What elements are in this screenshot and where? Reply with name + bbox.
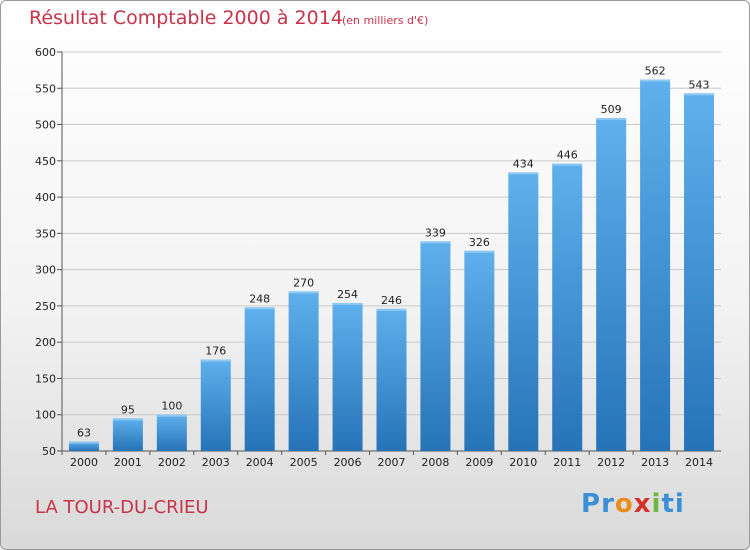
- logo-letter: i: [651, 489, 662, 519]
- value-label-2004: 248: [249, 292, 270, 305]
- bars: [68, 79, 715, 452]
- y-tick-label: 200: [35, 336, 56, 349]
- logo-letter: i: [674, 489, 685, 519]
- axes: 50 100 150 200 250 300 350 400 450 500 550 600 2000 2…: [35, 46, 721, 469]
- bar-2013: [640, 79, 671, 452]
- x-tick-label-2013: 2013: [641, 456, 669, 469]
- proxiti-logo: Proxiti: [581, 489, 685, 519]
- bar-2002: [156, 414, 187, 451]
- x-tick-label-2007: 2007: [378, 456, 406, 469]
- bar-2012: [596, 118, 627, 452]
- value-label-2003: 176: [205, 345, 226, 358]
- bar-2003: [200, 359, 231, 451]
- value-label-2012: 509: [601, 103, 622, 116]
- bar-highlight: [376, 308, 407, 311]
- y-tick-label: 450: [35, 155, 56, 168]
- y-tick-label: 250: [35, 300, 56, 313]
- bar-2001: [112, 418, 143, 451]
- value-label-2009: 326: [469, 236, 490, 249]
- value-label-2000: 63: [77, 427, 91, 440]
- labels: 63 95 100 176 248 270 254 246 339 326 434 446 509 562…: [77, 65, 710, 440]
- x-tick-label-2005: 2005: [290, 456, 318, 469]
- y-tick-label: 150: [35, 372, 56, 385]
- bar-2014: [684, 93, 715, 452]
- bar-highlight: [244, 307, 275, 310]
- x-tick-label-2000: 2000: [70, 456, 98, 469]
- x-tick-label-2003: 2003: [202, 456, 230, 469]
- y-tick-label: 400: [35, 191, 56, 204]
- bar-highlight: [156, 414, 187, 417]
- bar-highlight: [332, 303, 363, 306]
- chart-title: Résultat Comptable 2000 à 2014: [29, 7, 343, 29]
- value-label-2011: 446: [557, 149, 578, 162]
- bar-2007: [376, 308, 407, 451]
- bar-highlight: [508, 172, 539, 175]
- logo-letter: r: [601, 489, 615, 519]
- bar-2011: [552, 163, 583, 451]
- bar-highlight: [112, 418, 143, 421]
- bar-2004: [244, 307, 275, 451]
- bar-highlight: [596, 118, 627, 121]
- logo-letter: o: [614, 489, 634, 519]
- value-label-2005: 270: [293, 276, 314, 289]
- bar-highlight: [640, 79, 671, 82]
- x-tick-label-2001: 2001: [114, 456, 142, 469]
- value-label-2008: 339: [425, 226, 446, 239]
- x-tick-label-2011: 2011: [553, 456, 581, 469]
- logo-letter: x: [633, 489, 652, 519]
- x-tick-label-2006: 2006: [334, 456, 362, 469]
- bar-2010: [508, 172, 539, 451]
- value-label-2010: 434: [513, 157, 534, 170]
- bar-highlight: [68, 441, 99, 444]
- commune-name: LA TOUR-DU-CRIEU: [35, 497, 209, 518]
- value-label-2013: 562: [645, 65, 666, 78]
- x-tick-label-2002: 2002: [158, 456, 186, 469]
- bar-2005: [288, 291, 319, 451]
- x-tick-label-2010: 2010: [509, 456, 537, 469]
- value-label-2006: 254: [337, 288, 358, 301]
- value-label-2002: 100: [161, 400, 182, 413]
- bar-2008: [420, 241, 451, 451]
- logo-letter: P: [581, 489, 602, 519]
- y-tick-label: 550: [35, 82, 56, 95]
- value-label-2001: 95: [121, 403, 135, 416]
- y-tick-label: 300: [35, 264, 56, 277]
- y-tick-label: 50: [42, 445, 56, 458]
- y-tick-label: 600: [35, 46, 56, 59]
- value-label-2007: 246: [381, 294, 402, 307]
- y-tick-label: 500: [35, 119, 56, 132]
- logo-letter: t: [661, 489, 675, 519]
- value-label-2014: 543: [689, 78, 710, 91]
- bar-highlight: [288, 291, 319, 294]
- bar-2006: [332, 303, 363, 451]
- bar-2000: [68, 441, 99, 451]
- bar-highlight: [684, 93, 715, 96]
- y-tick-label: 350: [35, 227, 56, 240]
- x-tick-label-2012: 2012: [597, 456, 625, 469]
- y-tick-label: 100: [35, 409, 56, 422]
- chart-subtitle: (en milliers d'€): [342, 14, 429, 27]
- bar-highlight: [552, 163, 583, 166]
- bar-highlight: [464, 250, 495, 253]
- x-tick-label-2008: 2008: [421, 456, 449, 469]
- x-tick-label-2004: 2004: [246, 456, 274, 469]
- bar-highlight: [420, 241, 451, 244]
- bar-highlight: [200, 359, 231, 362]
- bar-2009: [464, 250, 495, 451]
- x-tick-label-2014: 2014: [685, 456, 713, 469]
- x-tick-label-2009: 2009: [465, 456, 493, 469]
